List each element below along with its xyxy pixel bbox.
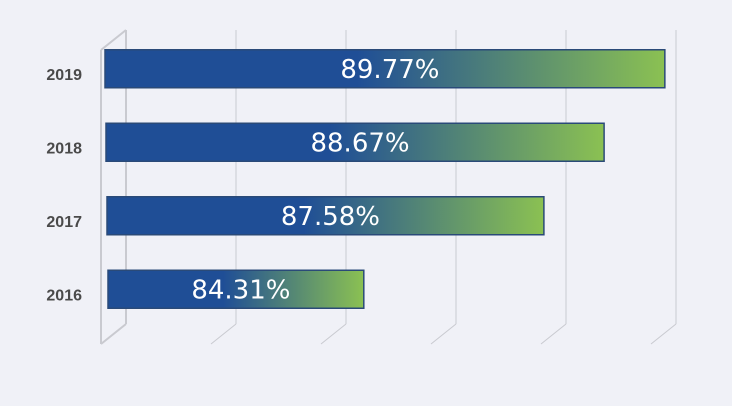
bar-2017	[106, 196, 545, 236]
bar-2018	[105, 122, 605, 162]
value-label-2019: 89.77%	[340, 55, 439, 85]
category-label-2018: 2018	[46, 140, 82, 157]
floor-gridline	[540, 323, 567, 345]
value-label-2018: 88.67%	[310, 128, 409, 158]
bar-2019	[104, 49, 666, 89]
labels: 84.31% 2016 87.58% 2017 88.67% 2018 89.77% 2019	[46, 55, 439, 306]
bars	[104, 49, 666, 309]
value-label-2016: 84.31%	[191, 275, 290, 305]
bar-2016	[107, 269, 365, 309]
floor-gridline	[650, 323, 677, 345]
value-label-2017: 87.58%	[281, 202, 380, 232]
axis-top-edge	[100, 29, 127, 51]
floor-gridline	[430, 323, 457, 345]
floor-gridline	[210, 323, 237, 345]
category-label-2017: 2017	[46, 214, 82, 231]
category-label-2019: 2019	[46, 67, 82, 84]
floor-gridline	[320, 323, 347, 345]
axis-floor-line	[100, 323, 127, 345]
category-label-2016: 2016	[46, 287, 82, 304]
